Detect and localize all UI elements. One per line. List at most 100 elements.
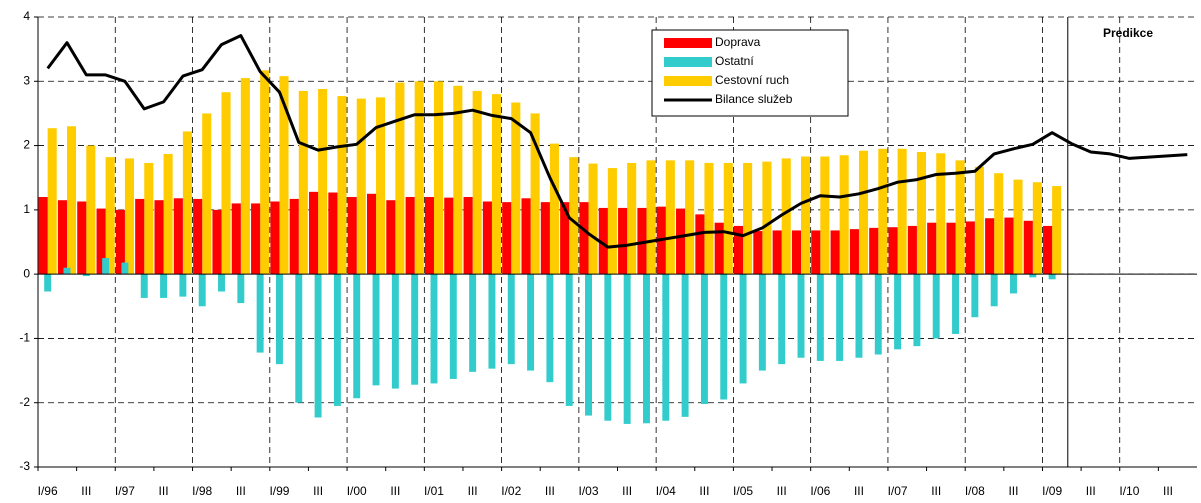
y-tick-label: -1 bbox=[19, 331, 30, 345]
bar bbox=[971, 274, 979, 318]
bar bbox=[453, 85, 463, 275]
annotation: Predikce bbox=[1103, 26, 1153, 40]
bar bbox=[391, 274, 399, 389]
bar bbox=[472, 90, 482, 275]
x-tick-label: I/04 bbox=[656, 484, 676, 498]
bar bbox=[144, 162, 154, 275]
bar bbox=[598, 207, 608, 275]
bar bbox=[66, 126, 77, 275]
bar bbox=[105, 157, 115, 275]
x-tick-label: I/10 bbox=[1119, 484, 1139, 498]
bar bbox=[952, 274, 960, 334]
bar bbox=[990, 274, 998, 307]
bar bbox=[318, 89, 328, 275]
x-tick-label: I/03 bbox=[579, 484, 599, 498]
bar bbox=[540, 202, 550, 275]
bar bbox=[839, 155, 849, 275]
bar bbox=[82, 274, 90, 277]
bar bbox=[936, 153, 946, 275]
bar bbox=[714, 222, 724, 275]
bar bbox=[762, 161, 772, 275]
bar bbox=[353, 274, 361, 399]
bar bbox=[662, 274, 670, 421]
bar bbox=[739, 274, 747, 384]
bar bbox=[932, 274, 940, 339]
legend-label: Doprava bbox=[715, 35, 761, 49]
bar bbox=[333, 274, 341, 406]
x-tick-label: III bbox=[1086, 484, 1096, 498]
bar bbox=[154, 200, 164, 275]
bar bbox=[356, 98, 366, 275]
bar bbox=[256, 274, 264, 353]
bar bbox=[858, 150, 869, 275]
x-tick-label: III bbox=[545, 484, 555, 498]
bar bbox=[913, 274, 921, 347]
x-tick-label: III bbox=[622, 484, 632, 498]
bar bbox=[198, 274, 206, 307]
bar bbox=[347, 197, 357, 275]
bar bbox=[298, 90, 308, 275]
bar bbox=[140, 274, 148, 298]
y-tick-label: 3 bbox=[23, 73, 30, 87]
bar bbox=[994, 173, 1004, 275]
bar bbox=[627, 162, 637, 275]
bar bbox=[665, 160, 675, 275]
bar bbox=[916, 152, 926, 275]
x-tick-label: III bbox=[468, 484, 478, 498]
bar bbox=[801, 156, 811, 275]
legend-swatch bbox=[664, 76, 712, 86]
bar bbox=[869, 227, 879, 275]
bar bbox=[565, 274, 573, 406]
x-tick-label: III bbox=[1163, 484, 1173, 498]
bar bbox=[588, 163, 598, 275]
bar bbox=[163, 153, 173, 275]
bar bbox=[115, 209, 125, 275]
bar bbox=[560, 202, 570, 275]
x-tick-label: I/98 bbox=[192, 484, 212, 498]
bar bbox=[424, 197, 434, 275]
bar bbox=[623, 274, 631, 424]
bar bbox=[337, 96, 347, 275]
bar bbox=[124, 158, 135, 275]
x-tick-label: I/06 bbox=[810, 484, 830, 498]
bar bbox=[816, 274, 824, 361]
bar bbox=[491, 94, 502, 275]
bar bbox=[878, 148, 888, 275]
bar bbox=[237, 274, 245, 304]
bar bbox=[637, 207, 647, 275]
x-tick-label: III bbox=[699, 484, 709, 498]
bar bbox=[44, 274, 52, 292]
legend-label: Cestovní ruch bbox=[715, 73, 789, 87]
bar bbox=[569, 157, 579, 275]
bar bbox=[791, 230, 802, 275]
bar bbox=[193, 198, 203, 275]
bar bbox=[894, 274, 902, 350]
x-tick-label: I/08 bbox=[965, 484, 985, 498]
x-tick-label: I/05 bbox=[733, 484, 753, 498]
bar bbox=[1010, 274, 1017, 294]
bar bbox=[309, 191, 319, 275]
bar bbox=[758, 274, 766, 371]
bar bbox=[927, 222, 937, 275]
x-tick-label: III bbox=[390, 484, 400, 498]
bar bbox=[135, 198, 145, 275]
bar bbox=[430, 274, 438, 384]
bar bbox=[433, 81, 444, 275]
bar bbox=[820, 156, 830, 275]
y-tick-label: -3 bbox=[19, 459, 30, 473]
bar bbox=[604, 274, 612, 421]
bar bbox=[366, 193, 377, 275]
bar bbox=[781, 158, 791, 275]
bar bbox=[681, 274, 689, 417]
bar bbox=[797, 274, 805, 358]
bar bbox=[1032, 182, 1042, 275]
bar bbox=[907, 225, 917, 275]
bar bbox=[469, 274, 477, 372]
bar bbox=[646, 160, 656, 275]
bar bbox=[314, 274, 322, 418]
bar bbox=[328, 192, 338, 275]
bar bbox=[521, 198, 531, 275]
bar bbox=[676, 208, 686, 275]
bar bbox=[549, 143, 559, 275]
